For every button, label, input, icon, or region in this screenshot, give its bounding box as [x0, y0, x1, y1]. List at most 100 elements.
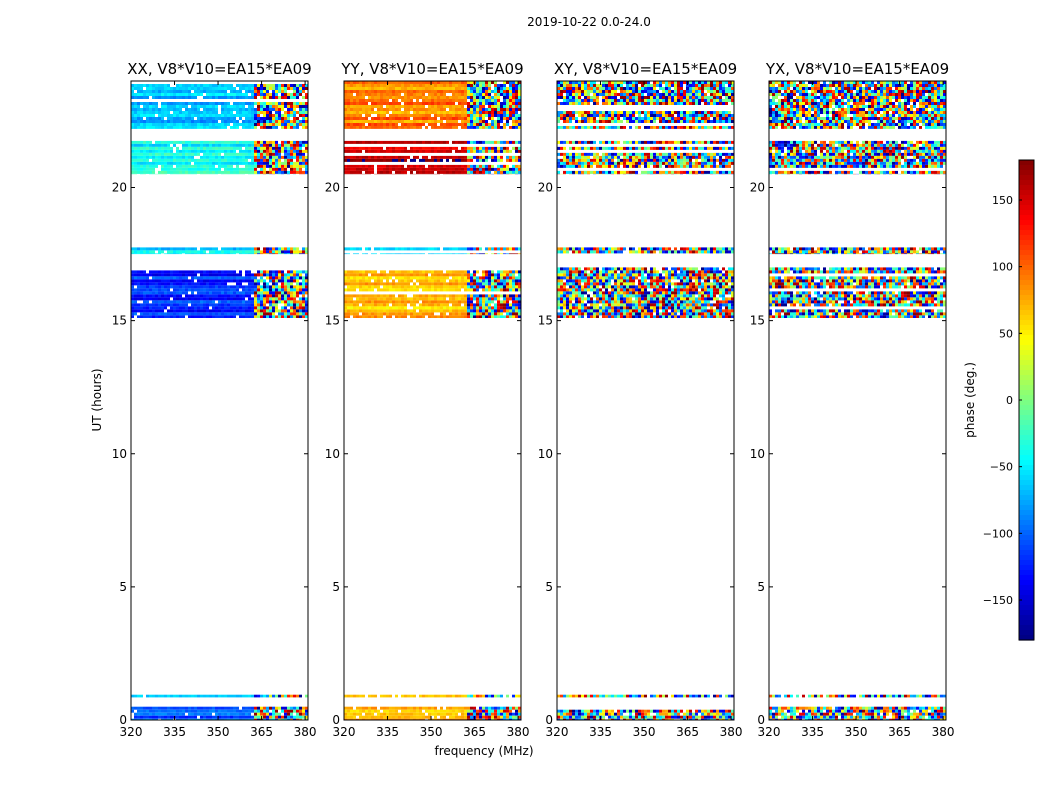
heat-cell: [176, 102, 179, 105]
heat-cell: [158, 294, 161, 298]
heat-cell: [503, 149, 506, 153]
heat-cell: [461, 309, 464, 313]
heat-cell: [230, 291, 233, 295]
heat-cell: [440, 312, 443, 316]
heat-cell: [368, 93, 371, 96]
heat-cell: [488, 270, 491, 274]
heat-cell: [212, 309, 215, 313]
heat-cell: [494, 90, 497, 93]
heat-cell: [155, 282, 158, 286]
heat-cell: [296, 140, 299, 144]
heat-cell: [254, 143, 257, 147]
heat-cell: [416, 84, 419, 87]
heat-cell: [248, 105, 251, 108]
heat-cell: [365, 279, 368, 283]
heat-cell: [161, 167, 164, 171]
heat-cell: [359, 315, 362, 318]
heat-cell: [230, 300, 233, 304]
heat-cell: [392, 96, 395, 99]
heat-cell: [131, 143, 134, 147]
heat-cell: [212, 149, 215, 153]
heat-cell: [305, 84, 308, 87]
heat-cell: [194, 143, 197, 147]
heat-cell: [152, 111, 155, 114]
heat-cell: [152, 90, 155, 93]
heat-cell: [245, 709, 248, 713]
heat-cell: [434, 303, 437, 307]
heat-cell: [377, 158, 380, 162]
heat-cell: [449, 315, 452, 318]
heat-cell: [398, 712, 401, 716]
heat-cell: [140, 146, 143, 150]
heat-cell: [476, 96, 479, 99]
heat-cell: [470, 164, 473, 168]
heat-cell: [347, 90, 350, 93]
heat-cell: [176, 158, 179, 162]
heat-cell: [191, 167, 194, 171]
heat-cell: [239, 105, 242, 108]
heat-cell: [155, 140, 158, 144]
heat-cell: [176, 152, 179, 156]
heat-cell: [503, 167, 506, 171]
heat-cell: [185, 250, 188, 254]
heat-cell: [467, 253, 470, 255]
heat-cell: [278, 108, 281, 111]
heat-cell: [212, 276, 215, 280]
heat-cell: [263, 126, 266, 129]
heat-cell: [275, 93, 278, 96]
heat-cell: [455, 297, 458, 301]
heat-cell: [284, 170, 287, 174]
heat-cell: [458, 164, 461, 168]
heat-cell: [230, 288, 233, 292]
heat-cell: [443, 712, 446, 716]
heat-cell: [170, 282, 173, 286]
heat-cell: [149, 715, 152, 719]
heat-cell: [284, 164, 287, 168]
heat-cell: [296, 84, 299, 87]
heat-cell: [398, 294, 401, 298]
heat-cell: [248, 149, 251, 153]
heat-cell: [356, 155, 359, 159]
heat-cell: [161, 694, 164, 698]
heat-cell: [173, 158, 176, 162]
heat-cell: [200, 140, 203, 144]
heat-cell: [506, 706, 509, 710]
heat-cell: [242, 84, 245, 87]
heat-cell: [344, 164, 347, 168]
heat-cell: [164, 315, 167, 318]
heat-cell: [137, 303, 140, 307]
heat-cell: [482, 164, 485, 168]
heat-cell: [482, 306, 485, 310]
heat-cell: [182, 303, 185, 307]
heat-cell: [179, 152, 182, 156]
heat-cell: [182, 291, 185, 295]
heat-cell: [260, 96, 263, 99]
heat-cell: [185, 140, 188, 144]
heat-cell: [359, 294, 362, 298]
heat-cell: [446, 294, 449, 298]
heat-cell: [389, 167, 392, 171]
heat-cell: [290, 155, 293, 159]
heat-cell: [458, 709, 461, 713]
heat-cell: [194, 718, 197, 720]
heat-cell: [266, 247, 269, 251]
heat-cell: [449, 712, 452, 716]
heat-cell: [299, 303, 302, 307]
heat-cell: [152, 306, 155, 310]
heat-cell: [299, 250, 302, 254]
heat-cell: [404, 81, 407, 84]
heat-cell: [164, 285, 167, 289]
heat-cell: [236, 285, 239, 289]
heat-cell: [233, 291, 236, 295]
heat-cell: [422, 306, 425, 310]
heat-cell: [212, 114, 215, 117]
heat-cell: [272, 276, 275, 280]
heat-cell: [248, 315, 251, 318]
heat-cell: [215, 270, 218, 274]
heat-cell: [197, 167, 200, 171]
heat-cell: [428, 84, 431, 87]
heat-cell: [254, 87, 257, 90]
heat-cell: [140, 694, 143, 698]
heat-cell: [434, 706, 437, 710]
heat-cell: [203, 694, 206, 698]
